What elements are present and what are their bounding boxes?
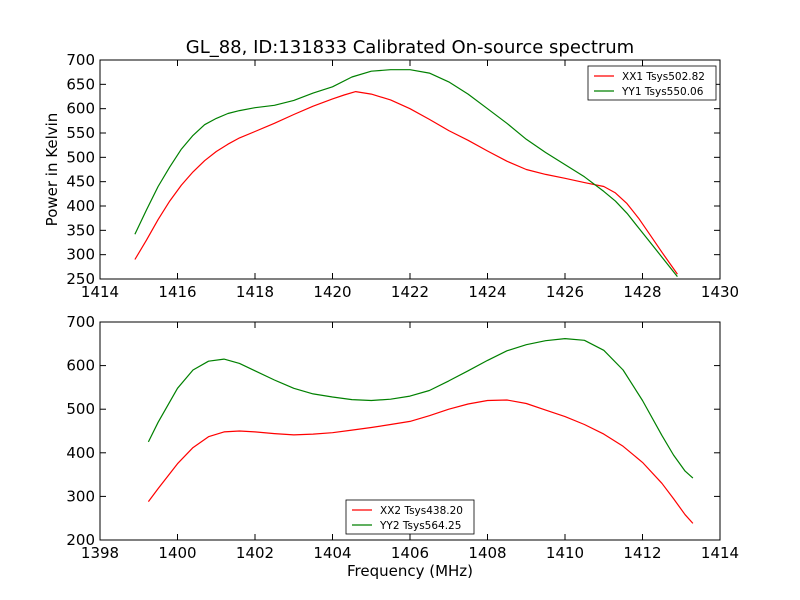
series-line-2-1 [147, 399, 694, 524]
x-tick-label: 1428 [623, 283, 661, 301]
y-tick-label: 650 [66, 75, 95, 93]
x-tick-label: 1400 [158, 544, 196, 562]
x-tick-label: 1426 [546, 283, 584, 301]
y-tick-label: 450 [66, 173, 95, 191]
y-tick-label: 350 [66, 221, 95, 239]
y-tick-label: 600 [66, 357, 95, 375]
legend-entry: XX2 Tsys438.20 [380, 505, 463, 517]
legend-box [345, 499, 475, 535]
x-tick-label: 1414 [701, 544, 739, 562]
x-tick-label: 1412 [623, 544, 661, 562]
y-tick-label: 400 [66, 444, 95, 462]
y-tick-label: 550 [66, 124, 95, 142]
legend-2: XX2 Tsys438.20 YY2 Tsys564.25 [345, 499, 475, 535]
x-tick-label: 1408 [468, 544, 506, 562]
legend-entry: YY2 Tsys564.25 [379, 520, 461, 532]
x-tick-label: 1420 [313, 283, 351, 301]
y-axis-label: Power in Kelvin [43, 113, 61, 227]
x-tick-label: 1418 [236, 283, 274, 301]
x-tick-label: 1398 [81, 544, 119, 562]
y-tick-label: 500 [66, 148, 95, 166]
y-tick-label: 600 [66, 100, 95, 118]
y-tick-label: 250 [66, 270, 95, 288]
y-tick-label: 300 [66, 246, 95, 264]
x-tick-label: 1404 [313, 544, 351, 562]
chart-title: GL_88, ID:131833 Calibrated On-source sp… [186, 37, 634, 58]
legend-1: XX1 Tsys502.82 YY1 Tsys550.06 [587, 65, 717, 101]
x-tick-label: 1416 [158, 283, 196, 301]
y-tick-label: 500 [66, 400, 95, 418]
x-tick-label: 1430 [701, 283, 739, 301]
x-tick-label: 1402 [236, 544, 274, 562]
panel-2: 1398 1400 1402 1404 1406 1408 1410 1412 1414 200 3… [66, 313, 739, 580]
x-tick-label: 1410 [546, 544, 584, 562]
legend-entry: YY1 Tsys550.06 [621, 86, 704, 98]
y-tick-label: 700 [66, 313, 95, 331]
legend-entry: XX1 Tsys502.82 [622, 71, 705, 83]
x-tick-label: 1422 [391, 283, 429, 301]
series-line-1-1 [134, 90, 678, 275]
x-tick-label: 1406 [391, 544, 429, 562]
y-tick-label: 300 [66, 487, 95, 505]
series-line-1-2 [134, 69, 678, 277]
legend-box [587, 65, 717, 101]
y-tick-label: 200 [66, 531, 95, 549]
x-axis-label: Frequency (MHz) [347, 562, 473, 580]
panel-1: 1414 1416 1418 1420 1422 1424 1426 1428 1430 250 3… [43, 37, 739, 301]
y-tick-label: 700 [66, 51, 95, 69]
x-tick-label: 1424 [468, 283, 506, 301]
y-tick-label: 400 [66, 197, 95, 215]
x-tick-label: 1414 [81, 283, 119, 301]
series-line-2-2 [147, 338, 694, 479]
